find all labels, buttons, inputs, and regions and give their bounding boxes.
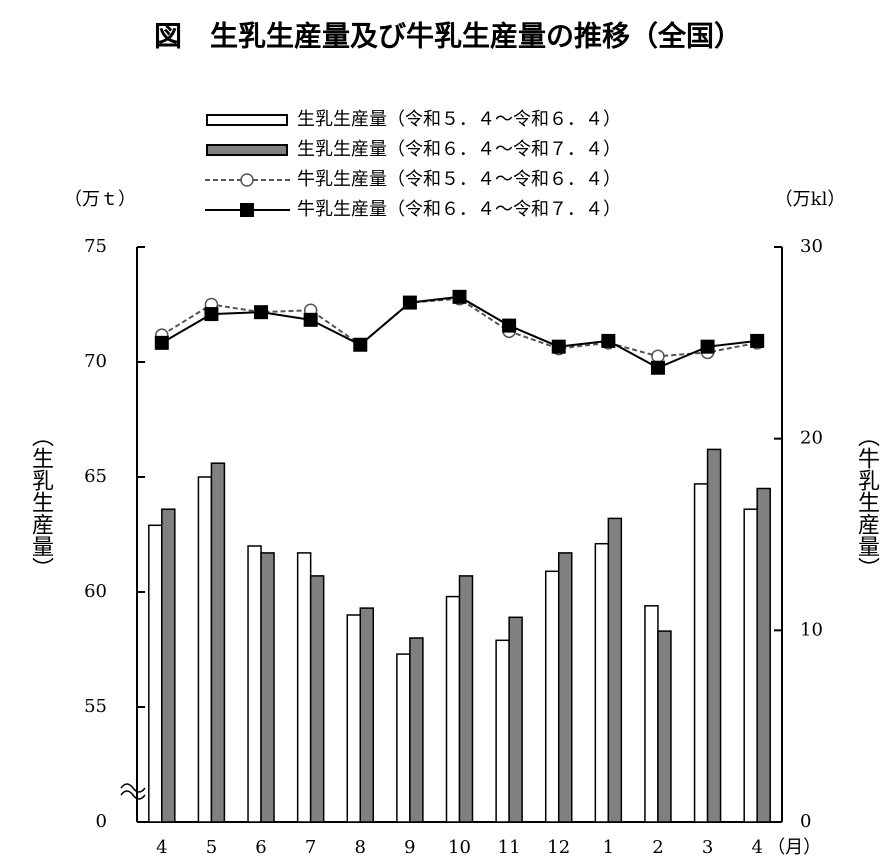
x-tick-label: 8 (355, 837, 366, 858)
bar (148, 524, 163, 823)
x-tick-label: 1 (603, 837, 614, 858)
marker (353, 337, 368, 352)
y-tick-label: 60 (84, 581, 107, 602)
legend-marker (240, 173, 254, 187)
line (161, 295, 758, 369)
x-tick-label: 3 (702, 837, 713, 858)
marker (254, 305, 269, 320)
y-tick-label: 75 (84, 236, 107, 257)
bar (756, 487, 771, 823)
bar (409, 637, 424, 823)
marker (700, 339, 715, 354)
x-unit: （月） (767, 837, 821, 858)
legend-label: 牛乳生産量（令和６．４～令和７．４） (297, 199, 621, 220)
legend-label: 牛乳生産量（令和５．４～令和６．４） (297, 169, 621, 190)
bar (644, 605, 659, 823)
bar (508, 616, 523, 823)
y2-unit: （万kl） (775, 189, 846, 210)
bar (743, 508, 758, 823)
bar (197, 476, 213, 823)
y-axis-label: （生乳生産量） (28, 425, 54, 579)
bar (396, 653, 411, 823)
x-tick-label: 12 (547, 837, 570, 858)
y-unit: （万ｔ） (64, 189, 136, 210)
bar (458, 575, 474, 823)
bar (557, 552, 573, 823)
marker (204, 307, 219, 322)
marker (601, 333, 616, 348)
x-tick-label: 6 (255, 837, 266, 858)
legend-label: 生乳生産量（令和５．４～令和６．４） (297, 109, 621, 130)
y-tick-label: 65 (84, 466, 107, 487)
y2-axis-label: （牛乳生産量） (854, 425, 880, 579)
y2-tick-label: 10 (800, 619, 823, 640)
bar (260, 552, 275, 823)
x-tick-label: 4 (751, 837, 762, 858)
bar (346, 614, 362, 823)
x-tick-label: 9 (404, 837, 415, 858)
bar (210, 462, 226, 823)
y-tick-label: 55 (84, 696, 107, 717)
y-tick-label: 0 (96, 811, 107, 832)
bar (594, 542, 610, 823)
marker (502, 318, 517, 333)
legend-label: 生乳生産量（令和６．４～令和７．４） (297, 139, 621, 160)
marker (651, 349, 665, 363)
y2-tick-label: 20 (800, 428, 823, 449)
marker (452, 289, 467, 304)
marker (650, 360, 665, 375)
bar (359, 607, 375, 823)
bar (706, 448, 722, 823)
bar (495, 639, 510, 823)
bar (161, 508, 176, 823)
bar (445, 595, 461, 823)
x-tick-label: 10 (448, 837, 471, 858)
bar (309, 575, 325, 823)
line (161, 297, 758, 358)
axis-break (120, 783, 146, 800)
bar (247, 545, 262, 823)
legend-swatch (206, 114, 288, 126)
x-tick-label: 11 (498, 837, 521, 858)
marker (551, 339, 566, 354)
bar (693, 483, 709, 823)
x-tick-label: 2 (652, 837, 663, 858)
bar (544, 570, 560, 823)
chart-title: 図 生乳生産量及び牛乳生産量の推移（全国） (154, 20, 742, 53)
marker (402, 295, 417, 310)
y-tick-label: 70 (84, 351, 107, 372)
marker (154, 335, 169, 350)
y2-tick-label: 0 (800, 811, 811, 832)
legend-swatch (206, 144, 288, 156)
bar (607, 517, 623, 823)
y2-tick-label: 30 (800, 236, 823, 257)
bar (657, 630, 672, 823)
marker (303, 312, 318, 327)
legend-marker (240, 203, 254, 217)
x-tick-label: 7 (305, 837, 316, 858)
x-tick-label: 4 (156, 837, 167, 858)
bar (296, 552, 312, 823)
marker (750, 333, 765, 348)
x-tick-label: 5 (206, 837, 217, 858)
